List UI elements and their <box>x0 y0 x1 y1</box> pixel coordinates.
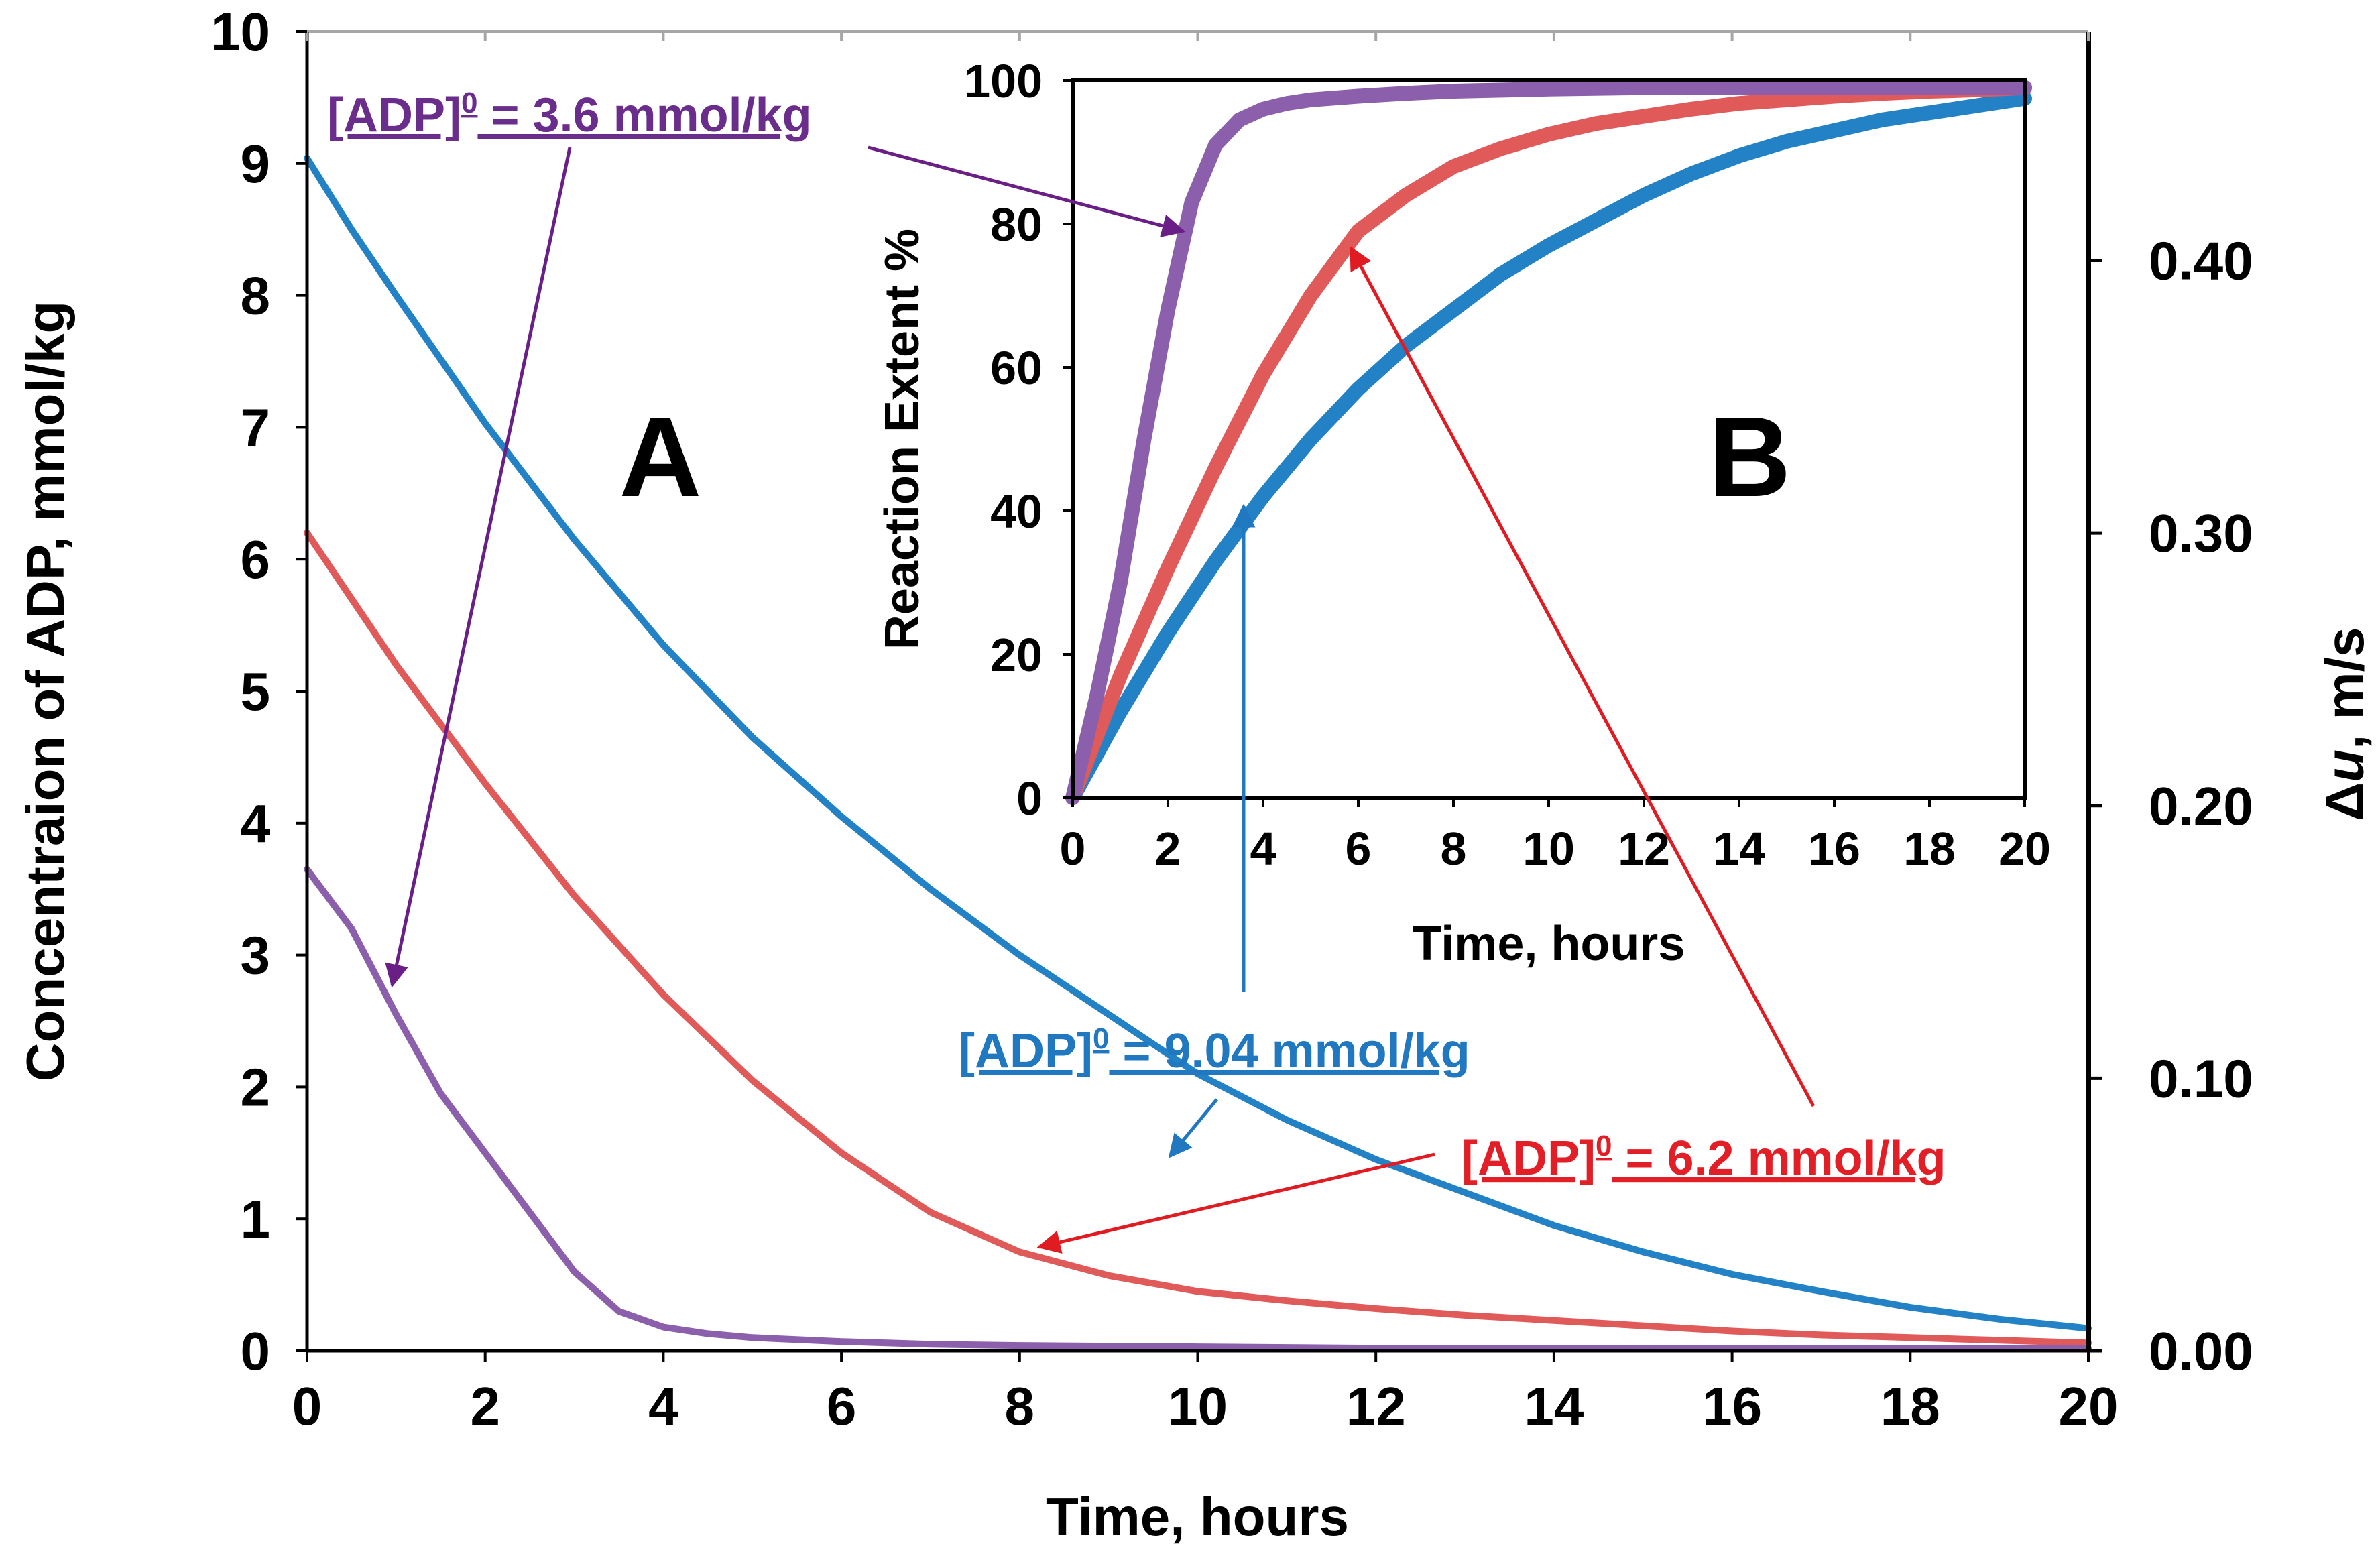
a-y-tick-label: 10 <box>211 2 270 62</box>
a-x-tick-label: 6 <box>827 1376 857 1436</box>
b-x-tick-label: 6 <box>1346 823 1372 875</box>
a-x-tick-label: 16 <box>1702 1376 1762 1436</box>
b-x-tick-label: 14 <box>1713 823 1765 875</box>
annotation-purple-suffix: = 3.6 mmol/kg <box>477 88 811 142</box>
b-y-tick-label: 20 <box>990 629 1043 681</box>
b-x-tick-label: 20 <box>1999 823 2051 875</box>
annotation-red: [ADP]0 = 6.2 mmol/kg <box>1036 245 1946 1254</box>
panel-b-chart: 0 2 4 6 8 10 12 14 16 18 20 0 20 40 60 80 100 Time, hou… <box>876 55 2051 971</box>
annotation-purple: [ADP]0 = 3.6 mmol/kg <box>327 86 1186 988</box>
annotation-red-label: [ADP]0 = 6.2 mmol/kg <box>1462 1130 1946 1185</box>
annotation-blue-prefix: [ADP] <box>959 1024 1093 1078</box>
b-x-tick-label: 18 <box>1903 823 1956 875</box>
b-x-tick-label: 12 <box>1618 823 1670 875</box>
annotation-purple-arrow-to-b <box>868 145 1186 237</box>
a-y2-tick-label: 0.20 <box>2149 776 2253 836</box>
b-x-tick-label: 2 <box>1155 823 1181 875</box>
a-y-tick-label: 2 <box>241 1057 271 1117</box>
a-y-axis-title: Concentraion of ADP, mmol/kg <box>15 301 75 1082</box>
annotation-red-sup: 0 <box>1596 1130 1612 1162</box>
a-y-tick-label: 0 <box>241 1321 271 1381</box>
b-y-tick-label: 100 <box>964 55 1043 107</box>
a-y-tick-label: 9 <box>241 134 271 194</box>
a-x-tick-label: 8 <box>1005 1376 1035 1436</box>
a-y2-tick-label: 0.00 <box>2149 1321 2253 1381</box>
annotation-blue-sup: 0 <box>1093 1022 1109 1055</box>
b-series-line-purple <box>1065 80 2032 805</box>
a-series-line-purple <box>304 865 2092 1352</box>
annotation-red-prefix: [ADP] <box>1462 1132 1596 1185</box>
b-x-axis-title: Time, hours <box>1413 917 1685 971</box>
annotation-purple-label: [ADP]0 = 3.6 mmol/kg <box>327 86 812 142</box>
a-x-tick-label: 10 <box>1168 1376 1228 1436</box>
a-x-tick-label: 20 <box>2059 1376 2119 1436</box>
b-y-tick-label: 0 <box>1016 772 1043 825</box>
annotation-blue-suffix: = 9.04 mmol/kg <box>1109 1024 1470 1078</box>
a-y2-title-var: u <box>2315 749 2375 782</box>
panel-label-a: A <box>619 394 702 521</box>
b-y-tick-label: 60 <box>990 342 1043 394</box>
a-y-tick-label: 8 <box>241 266 271 326</box>
a-y-tick-label: 6 <box>241 530 271 589</box>
a-x-tick-label: 18 <box>1881 1376 1940 1436</box>
a-series-line-red <box>304 529 2092 1347</box>
panel-label-b: B <box>1709 394 1791 521</box>
a-series-line-blue <box>304 154 2092 1332</box>
annotation-red-suffix: = 6.2 mmol/kg <box>1612 1132 1946 1185</box>
a-y2-tick-label: 0.40 <box>2149 231 2253 291</box>
a-x-tick-label: 12 <box>1346 1376 1406 1436</box>
a-x-tick-label: 4 <box>648 1376 678 1436</box>
a-y2-axis-title: Δu, m/s <box>2315 627 2375 821</box>
a-y-tick-label: 3 <box>241 926 271 985</box>
a-y2-tick-label: 0.30 <box>2149 503 2253 563</box>
annotation-red-arrow-to-a <box>1036 1152 1435 1254</box>
annotation-blue-label: [ADP]0 = 9.04 mmol/kg <box>959 1022 1470 1078</box>
a-x-tick-label: 0 <box>292 1376 322 1436</box>
b-y-tick-label: 40 <box>990 485 1043 538</box>
b-series-line-blue <box>1065 91 2032 805</box>
annotation-purple-arrow-to-a <box>385 147 572 988</box>
a-y-tick-label: 7 <box>241 398 271 457</box>
b-x-tick-label: 8 <box>1441 823 1467 875</box>
b-x-tick-label: 0 <box>1060 823 1086 875</box>
annotation-blue-arrow-to-a <box>1168 1098 1218 1158</box>
a-y-tick-label: 4 <box>241 794 271 853</box>
a-x-axis-title: Time, hours <box>1046 1487 1349 1547</box>
a-x-tick-label: 14 <box>1524 1376 1584 1436</box>
b-x-tick-label: 10 <box>1523 823 1575 875</box>
annotation-red-arrow-to-b <box>1349 245 1816 1107</box>
b-plot-background <box>1073 80 2025 798</box>
b-y-axis-title: Reaction Extent % <box>876 229 929 650</box>
a-y2-title-prefix: Δ <box>2315 782 2375 821</box>
annotation-purple-prefix: [ADP] <box>327 88 461 142</box>
annotation-purple-sup: 0 <box>461 86 477 119</box>
a-y2-title-suffix: , m/s <box>2315 627 2375 749</box>
b-y-tick-label: 80 <box>990 198 1043 251</box>
a-x-tick-label: 2 <box>470 1376 500 1436</box>
a-y2-tick-label: 0.10 <box>2149 1048 2253 1108</box>
annotation-blue: [ADP]0 = 9.04 mmol/kg <box>959 503 1470 1158</box>
b-x-tick-label: 16 <box>1808 823 1860 875</box>
b-x-tick-label: 4 <box>1250 823 1276 875</box>
a-y-tick-label: 1 <box>241 1189 271 1249</box>
a-y-tick-label: 5 <box>241 662 271 721</box>
